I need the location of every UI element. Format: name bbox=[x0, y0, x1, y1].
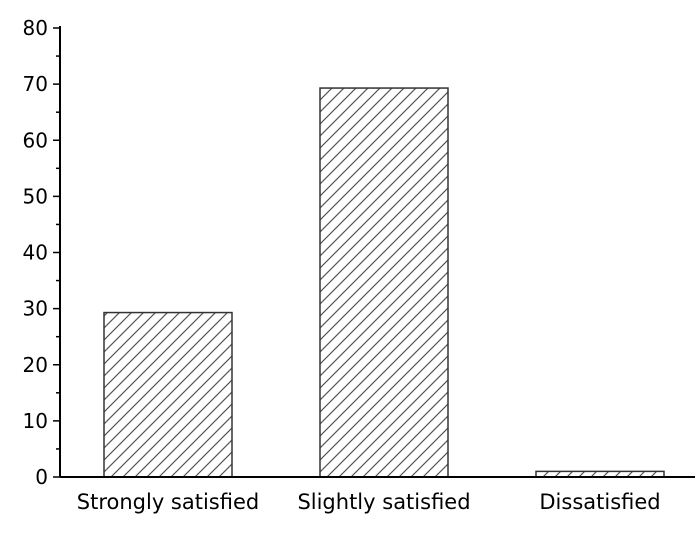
y-tick-label: 10 bbox=[23, 409, 48, 433]
y-tick-label: 70 bbox=[23, 72, 48, 96]
y-axis-ticks bbox=[53, 27, 60, 478]
y-tick-label: 40 bbox=[23, 241, 48, 265]
x-category-label: Strongly satisfied bbox=[77, 490, 259, 514]
bars bbox=[103, 87, 665, 478]
x-axis-labels: Strongly satisfied Slightly satisfied Diss… bbox=[77, 490, 661, 514]
bar-strongly-satisfied bbox=[103, 311, 233, 478]
x-category-label: Dissatisfied bbox=[539, 490, 660, 514]
y-tick-label: 30 bbox=[23, 297, 48, 321]
y-tick-label: 80 bbox=[23, 16, 48, 40]
y-tick-label: 20 bbox=[23, 353, 48, 377]
x-category-label: Slightly satisfied bbox=[297, 490, 470, 514]
y-axis-tick-labels: 0 10 20 30 40 50 60 70 80 bbox=[23, 16, 48, 489]
bar-slightly-satisfied bbox=[319, 87, 449, 478]
y-tick-label: 60 bbox=[23, 128, 48, 152]
y-tick-label: 50 bbox=[23, 184, 48, 208]
y-tick-label: 0 bbox=[35, 465, 48, 489]
